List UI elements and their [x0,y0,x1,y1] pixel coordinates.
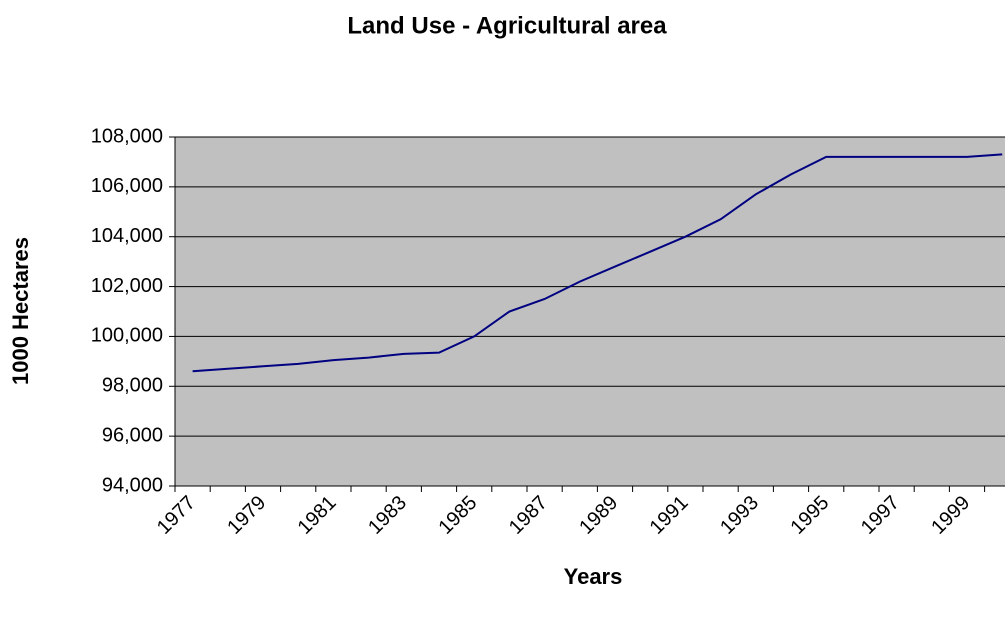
x-tick-label: 1995 [786,492,833,539]
x-tick-label: 1999 [927,492,974,539]
x-tick-label: 1981 [294,492,341,539]
y-tick-label: 96,000 [102,424,163,446]
x-tick-label: 1977 [153,492,200,539]
y-tick-label: 108,000 [91,125,163,147]
x-tick-label: 1989 [575,492,622,539]
x-tick-label: 1983 [364,492,411,539]
y-tick-label: 104,000 [91,225,163,247]
plot-area [175,137,1005,486]
x-tick-label: 1997 [857,492,904,539]
y-tick-label: 102,000 [91,275,163,297]
x-axis-label: Years [564,564,623,589]
x-tick-label: 1987 [505,492,552,539]
chart-title: Land Use - Agricultural area [347,12,667,39]
y-axis-label: 1000 Hectares [8,237,33,385]
x-tick-label: 1993 [716,492,763,539]
x-tick-label: 1979 [223,492,270,539]
x-tick-label: 1985 [434,492,481,539]
y-tick-label: 94,000 [102,474,163,496]
y-tick-label: 106,000 [91,175,163,197]
x-tick-label: 1991 [646,492,693,539]
y-tick-label: 98,000 [102,375,163,397]
data-line [192,153,1003,373]
y-tick-label: 100,000 [91,325,163,347]
